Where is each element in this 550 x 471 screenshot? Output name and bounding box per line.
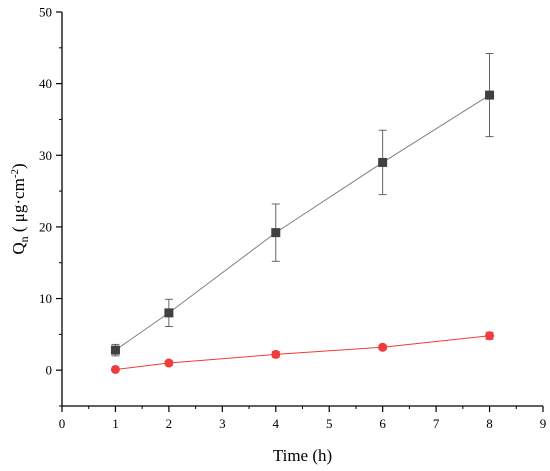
data-point <box>378 157 388 167</box>
data-point <box>110 345 120 355</box>
x-tick-label: 7 <box>433 416 440 431</box>
series-1 <box>110 53 495 357</box>
x-tick-label: 9 <box>540 416 547 431</box>
y-tick-label: 40 <box>39 76 52 91</box>
x-tick-label: 3 <box>219 416 226 431</box>
y-axis-title: Qn ( μg·cm-2) <box>9 163 31 254</box>
y-axis-title-part: n <box>17 236 31 242</box>
y-axis-title-part: Q <box>9 242 28 254</box>
series-layer <box>110 53 495 374</box>
data-point <box>378 342 388 352</box>
x-tick-label: 4 <box>273 416 280 431</box>
data-point <box>485 90 495 100</box>
data-point <box>271 228 281 238</box>
x-axis-title: Time (h) <box>273 446 332 465</box>
y-tick-label: 0 <box>46 363 53 378</box>
y-axis-title-part: ) <box>9 163 28 169</box>
series-2 <box>110 331 495 374</box>
y-tick-label: 30 <box>39 148 52 163</box>
y-tick-label: 50 <box>39 5 52 20</box>
data-point <box>271 349 281 359</box>
y-tick-label: 20 <box>39 219 52 234</box>
axes: 0 1 2 3 4 5 6 7 8 9 0 10 20 30 40 50 <box>39 5 546 432</box>
x-tick-label: 0 <box>59 416 66 431</box>
data-point <box>164 358 174 368</box>
x-tick-label: 6 <box>379 416 386 431</box>
x-tick-label: 8 <box>486 416 493 431</box>
y-tick-label: 10 <box>39 291 52 306</box>
data-point <box>164 308 174 318</box>
x-tick-label: 2 <box>166 416 173 431</box>
data-point <box>485 331 495 341</box>
x-tick-label: 1 <box>112 416 119 431</box>
y-axis-title-part: ( μg·cm <box>9 178 28 236</box>
x-tick-label: 5 <box>326 416 333 431</box>
y-axis-title-part: -2 <box>9 169 21 178</box>
data-point <box>110 364 120 374</box>
